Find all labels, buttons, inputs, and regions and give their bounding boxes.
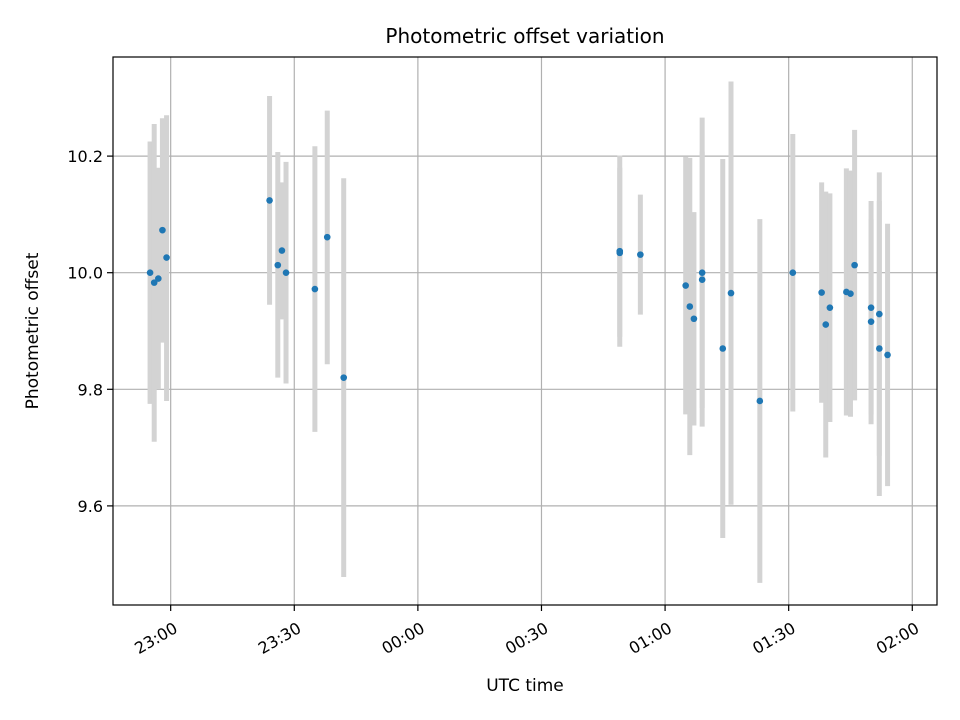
- data-point: [690, 315, 698, 323]
- data-point: [616, 249, 624, 257]
- y-tick-label: 9.6: [78, 497, 103, 516]
- data-point: [727, 289, 735, 297]
- data-point: [756, 397, 764, 405]
- data-point: [155, 275, 162, 282]
- data-point: [278, 247, 286, 254]
- x-axis-title: UTC time: [486, 676, 564, 696]
- data-point: [163, 254, 170, 261]
- data-point: [884, 351, 891, 359]
- chart-title: Photometric offset variation: [385, 24, 664, 48]
- data-point: [867, 318, 875, 325]
- data-point: [266, 197, 273, 204]
- data-point: [682, 282, 689, 289]
- data-point: [159, 226, 166, 234]
- data-point: [686, 303, 694, 310]
- data-point: [822, 321, 830, 328]
- data-point: [719, 345, 727, 352]
- data-point: [274, 261, 282, 269]
- data-point: [698, 276, 706, 283]
- data-point: [851, 261, 858, 269]
- data-point: [146, 269, 154, 277]
- data-point: [818, 289, 825, 296]
- y-tick-label: 9.8: [78, 380, 103, 399]
- data-point: [826, 304, 834, 311]
- data-point: [150, 279, 158, 286]
- plot-frame: [112, 56, 938, 606]
- y-tick-label: 10.2: [67, 147, 103, 166]
- data-points: [146, 197, 891, 405]
- data-point: [867, 304, 875, 311]
- data-point: [323, 233, 331, 241]
- data-point: [311, 285, 319, 293]
- y-axis: 9.6 9.8 10.0 10.2: [67, 147, 113, 516]
- data-point: [876, 345, 883, 352]
- data-point: [789, 269, 797, 277]
- data-point: [282, 269, 290, 277]
- data-point: [340, 374, 348, 381]
- y-tick-label: 10.0: [67, 264, 103, 283]
- data-point: [637, 251, 644, 258]
- grid-lines: [113, 57, 937, 605]
- data-point: [698, 269, 706, 277]
- data-point: [876, 310, 883, 318]
- y-axis-title: Photometric offset: [23, 252, 43, 409]
- data-point: [847, 290, 854, 297]
